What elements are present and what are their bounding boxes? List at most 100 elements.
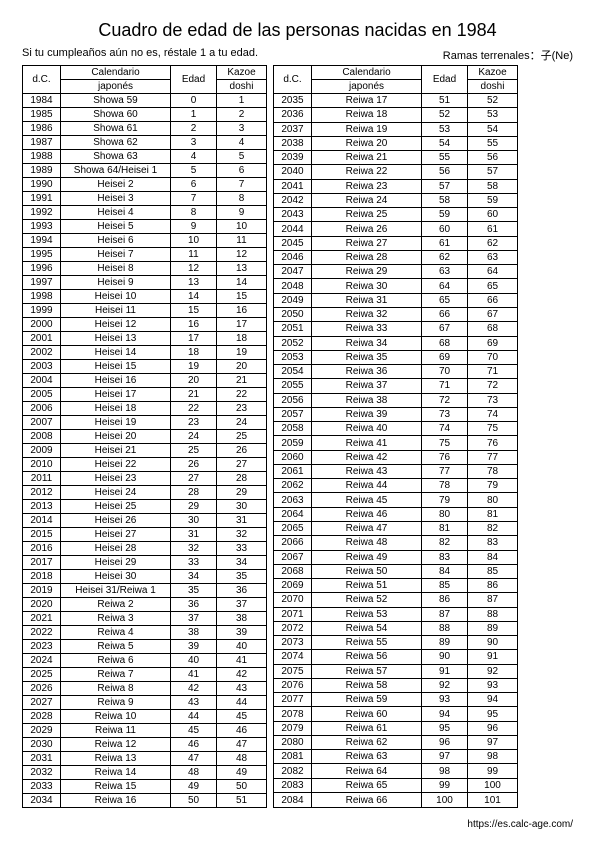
table-cell: 2003 (23, 360, 61, 374)
table-cell: 88 (422, 621, 468, 635)
table-cell: 68 (422, 336, 468, 350)
table-cell: 83 (468, 536, 518, 550)
table-cell: Showa 60 (61, 108, 171, 122)
table-cell: 2032 (23, 766, 61, 780)
table-cell: 69 (468, 336, 518, 350)
table-cell: 5 (217, 150, 267, 164)
table-cell: Reiwa 25 (312, 208, 422, 222)
table-cell: Reiwa 27 (312, 236, 422, 250)
table-cell: 2033 (23, 780, 61, 794)
table-cell: 71 (468, 365, 518, 379)
table-cell: 45 (171, 724, 217, 738)
table-cell: Reiwa 53 (312, 607, 422, 621)
table-row: 2034Reiwa 165051 (23, 794, 267, 808)
table-row: 2031Reiwa 134748 (23, 752, 267, 766)
table-cell: 65 (422, 293, 468, 307)
table-cell: 90 (422, 650, 468, 664)
table-cell: 2016 (23, 542, 61, 556)
table-cell: 38 (171, 626, 217, 640)
table-cell: 52 (468, 94, 518, 108)
table-cell: Heisei 31/Reiwa 1 (61, 584, 171, 598)
table-cell: 52 (422, 108, 468, 122)
table-cell: 12 (217, 248, 267, 262)
table-row: 2037Reiwa 195354 (274, 122, 518, 136)
table-cell: Heisei 19 (61, 416, 171, 430)
th-kazoe1: Kazoe (217, 66, 267, 80)
table-row: 2044Reiwa 266061 (274, 222, 518, 236)
table-cell: 100 (468, 778, 518, 792)
table-cell: 23 (217, 402, 267, 416)
table-cell: 2013 (23, 500, 61, 514)
table-row: 2000Heisei 121617 (23, 318, 267, 332)
table-cell: 81 (468, 507, 518, 521)
table-row: 2045Reiwa 276162 (274, 236, 518, 250)
table-cell: Reiwa 51 (312, 579, 422, 593)
table-cell: 38 (217, 612, 267, 626)
sub-left: Si tu cumpleaños aún no es, réstale 1 a … (22, 47, 258, 63)
table-cell: 56 (468, 151, 518, 165)
table-row: 1985Showa 6012 (23, 108, 267, 122)
table-row: 2051Reiwa 336768 (274, 322, 518, 336)
table-cell: Heisei 7 (61, 248, 171, 262)
table-cell: 2052 (274, 336, 312, 350)
table-cell: 53 (422, 122, 468, 136)
table-cell: 2073 (274, 636, 312, 650)
table-cell: 2031 (23, 752, 61, 766)
table-cell: Reiwa 8 (61, 682, 171, 696)
table-row: 1998Heisei 101415 (23, 290, 267, 304)
table-cell: 2018 (23, 570, 61, 584)
table-cell: Reiwa 56 (312, 650, 422, 664)
table-cell: 62 (468, 236, 518, 250)
table-row: 2027Reiwa 94344 (23, 696, 267, 710)
table-cell: 1989 (23, 164, 61, 178)
table-cell: 2074 (274, 650, 312, 664)
th-dc: d.C. (23, 66, 61, 94)
table-cell: 66 (468, 293, 518, 307)
th-cal1: Calendario (312, 66, 422, 80)
table-cell: 42 (217, 668, 267, 682)
age-table-left: d.C. Calendario Edad Kazoe japonés doshi… (22, 65, 267, 808)
th-edad: Edad (422, 66, 468, 94)
table-cell: 5 (171, 164, 217, 178)
table-cell: 77 (422, 464, 468, 478)
table-cell: 2079 (274, 721, 312, 735)
th-edad: Edad (171, 66, 217, 94)
table-row: 1996Heisei 81213 (23, 262, 267, 276)
table-cell: Heisei 15 (61, 360, 171, 374)
th-kazoe2: doshi (468, 80, 518, 94)
table-row: 1995Heisei 71112 (23, 248, 267, 262)
table-cell: 1995 (23, 248, 61, 262)
table-cell: 86 (422, 593, 468, 607)
table-row: 2074Reiwa 569091 (274, 650, 518, 664)
table-cell: Heisei 3 (61, 192, 171, 206)
table-cell: 44 (217, 696, 267, 710)
table-row: 2084Reiwa 66100101 (274, 793, 518, 808)
table-cell: 2014 (23, 514, 61, 528)
table-cell: Reiwa 2 (61, 598, 171, 612)
table-cell: 31 (217, 514, 267, 528)
table-cell: 7 (217, 178, 267, 192)
table-cell: Reiwa 47 (312, 521, 422, 535)
table-row: 2024Reiwa 64041 (23, 654, 267, 668)
table-cell: Showa 63 (61, 150, 171, 164)
table-cell: 37 (217, 598, 267, 612)
table-cell: 2036 (274, 108, 312, 122)
table-cell: 2037 (274, 122, 312, 136)
table-cell: 91 (422, 664, 468, 678)
table-row: 2013Heisei 252930 (23, 500, 267, 514)
table-cell: 79 (422, 493, 468, 507)
table-cell: 2054 (274, 365, 312, 379)
table-row: 2017Heisei 293334 (23, 556, 267, 570)
th-cal2: japonés (61, 80, 171, 94)
page-title: Cuadro de edad de las personas nacidas e… (22, 20, 573, 41)
table-cell: 1999 (23, 304, 61, 318)
table-cell: 22 (171, 402, 217, 416)
table-cell: 8 (217, 192, 267, 206)
table-cell: 98 (468, 750, 518, 764)
table-cell: 53 (468, 108, 518, 122)
table-cell: 2009 (23, 444, 61, 458)
table-cell: Heisei 12 (61, 318, 171, 332)
th-cal1: Calendario (61, 66, 171, 80)
table-cell: Reiwa 13 (61, 752, 171, 766)
table-cell: 54 (422, 136, 468, 150)
